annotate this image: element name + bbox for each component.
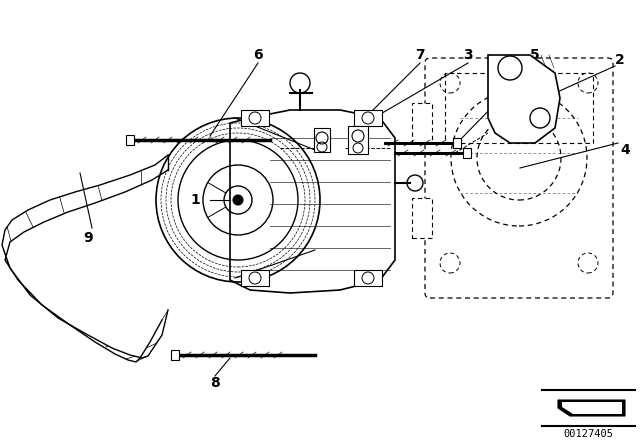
Bar [445,73,593,143]
Text: 5: 5 [530,48,540,62]
Bar [126,135,134,145]
Text: 7: 7 [415,48,425,62]
Polygon shape [488,55,560,143]
Text: 6: 6 [253,48,263,62]
Text: 3: 3 [463,48,473,62]
Bar [453,138,461,148]
Bar [354,110,382,126]
Text: 00127405: 00127405 [563,429,613,439]
Bar [171,350,179,360]
Text: 2: 2 [615,53,625,67]
Bar [314,128,330,152]
Bar [412,103,432,143]
Bar [412,198,432,238]
Polygon shape [558,400,625,416]
FancyBboxPatch shape [425,58,613,298]
Text: 9: 9 [83,231,93,245]
Circle shape [233,195,243,205]
Polygon shape [562,402,622,414]
Bar [241,110,269,126]
Bar [241,270,269,286]
Bar [354,270,382,286]
Bar [463,148,471,158]
Text: 1: 1 [190,193,200,207]
Text: 8: 8 [210,376,220,390]
Bar [348,126,368,154]
Polygon shape [230,110,395,293]
Text: 4: 4 [620,143,630,157]
